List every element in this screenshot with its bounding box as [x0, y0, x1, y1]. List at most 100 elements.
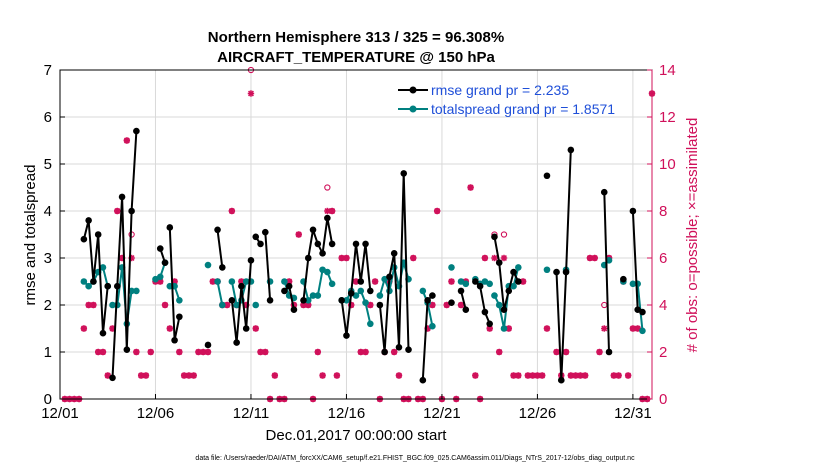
totalspread-point [376, 292, 384, 299]
rmse-point [118, 193, 126, 201]
x-tick-label: 12/16 [328, 405, 366, 422]
rmse-point [266, 297, 274, 304]
totalspread-point [328, 280, 336, 288]
rmse-point [400, 170, 408, 177]
totalspread-point [429, 322, 436, 330]
y-right-tick-label: 4 [659, 297, 667, 314]
rmse-point [557, 376, 565, 384]
obs-assimilated-marker [395, 372, 403, 379]
rmse-point [381, 348, 388, 356]
rmse-point [176, 313, 183, 321]
obs-assimilated-marker [390, 348, 398, 356]
obs-assimilated-marker [161, 301, 169, 309]
obs-assimilated-marker [448, 278, 455, 285]
y-right-tick-label: 8 [659, 203, 667, 220]
totalspread-point [639, 327, 646, 335]
obs-assimilated-marker [333, 372, 341, 379]
rmse-line [474, 280, 491, 325]
y-right-tick-label: 14 [659, 62, 676, 79]
y-right-tick-label: 0 [659, 391, 667, 408]
rmse-point [486, 320, 493, 328]
rmse-point [457, 287, 465, 295]
totalspread-point [324, 268, 331, 276]
rmse-line [111, 131, 138, 378]
totalspread-point [252, 301, 260, 309]
y-left-tick-label: 1 [44, 344, 52, 361]
obs-assimilated-marker [529, 372, 536, 379]
obs-assimilated-marker [99, 348, 107, 356]
rmse-point [390, 250, 398, 257]
obs-assimilated-marker [85, 301, 92, 309]
y-axis-label-left: rmse and totalspread [22, 165, 39, 306]
rmse-point [562, 268, 570, 276]
rmse-point [500, 306, 508, 314]
totalspread-point [543, 266, 551, 274]
rmse-point [90, 278, 97, 285]
x-tick-label: 12/31 [614, 405, 652, 422]
rmse-point [376, 301, 384, 309]
totalspread-point [99, 264, 107, 271]
plot-area [60, 70, 652, 399]
rmse-point [242, 325, 250, 332]
y-left-tick-label: 2 [44, 297, 52, 314]
rmse-point [228, 297, 236, 304]
totalspread-point [357, 287, 365, 295]
rmse-point [481, 308, 489, 316]
rmse-point [357, 278, 365, 285]
obs-assimilated-marker [629, 325, 637, 332]
y-left-tick-label: 7 [44, 62, 52, 79]
obs-assimilated-marker [147, 348, 154, 356]
obs-assimilated-marker [596, 348, 603, 356]
obs-assimilated-marker [200, 348, 207, 356]
obs-assimilated-marker [601, 325, 608, 332]
obs-assimilated-marker [295, 231, 302, 238]
obs-assimilated-marker [515, 372, 522, 379]
obs-assimilated-marker [228, 207, 236, 215]
totalspread-point [462, 280, 470, 288]
rmse-point [247, 257, 255, 264]
obs-assimilated-marker [142, 372, 150, 379]
rmse-point [505, 287, 513, 295]
rmse-point [123, 346, 131, 353]
rmse-point [171, 336, 178, 344]
totalspread-point [314, 292, 322, 299]
rmse-point [553, 268, 560, 276]
y-left-tick-label: 5 [44, 156, 52, 173]
obs-assimilated-marker [176, 348, 183, 356]
rmse-point [161, 259, 169, 267]
totalspread-point [605, 257, 613, 264]
totalspread-point [515, 264, 522, 271]
y-left-tick-label: 6 [44, 109, 52, 126]
obs-assimilated-marker [114, 207, 121, 215]
totalspread-point [486, 280, 493, 288]
obs-assimilated-marker [185, 372, 193, 379]
obs-assimilated-marker [362, 348, 369, 356]
totalspread-point [309, 292, 317, 299]
obs-assimilated-marker [314, 348, 322, 356]
rmse-point [629, 207, 637, 215]
y-right-tick-label: 2 [659, 344, 667, 361]
totalspread-point [491, 292, 498, 299]
obs-assimilated-marker [319, 372, 326, 379]
rmse-point [300, 297, 307, 304]
rmse-point [620, 275, 627, 283]
rmse-point [476, 282, 484, 290]
rmse-point [362, 240, 369, 248]
x-tick-label: 12/01 [41, 405, 79, 422]
x-axis-label: Dec.01,2017 00:00:00 start [266, 427, 448, 444]
rmse-point [94, 231, 102, 238]
totalspread-point [304, 297, 312, 304]
rmse-point [343, 332, 350, 339]
obs-assimilated-marker [467, 184, 474, 191]
rmse-point [338, 297, 345, 304]
totalspread-line [216, 281, 224, 306]
y-left-tick-label: 4 [44, 203, 52, 220]
obs-assimilated-marker [305, 301, 312, 309]
obs-assimilated-marker [500, 254, 508, 262]
obs-assimilated-marker [262, 348, 269, 356]
totalspread-point [214, 278, 221, 285]
rmse-point [386, 273, 393, 281]
rmse-point [567, 146, 575, 154]
rmse-point [319, 250, 326, 257]
rmse-point [80, 235, 88, 243]
